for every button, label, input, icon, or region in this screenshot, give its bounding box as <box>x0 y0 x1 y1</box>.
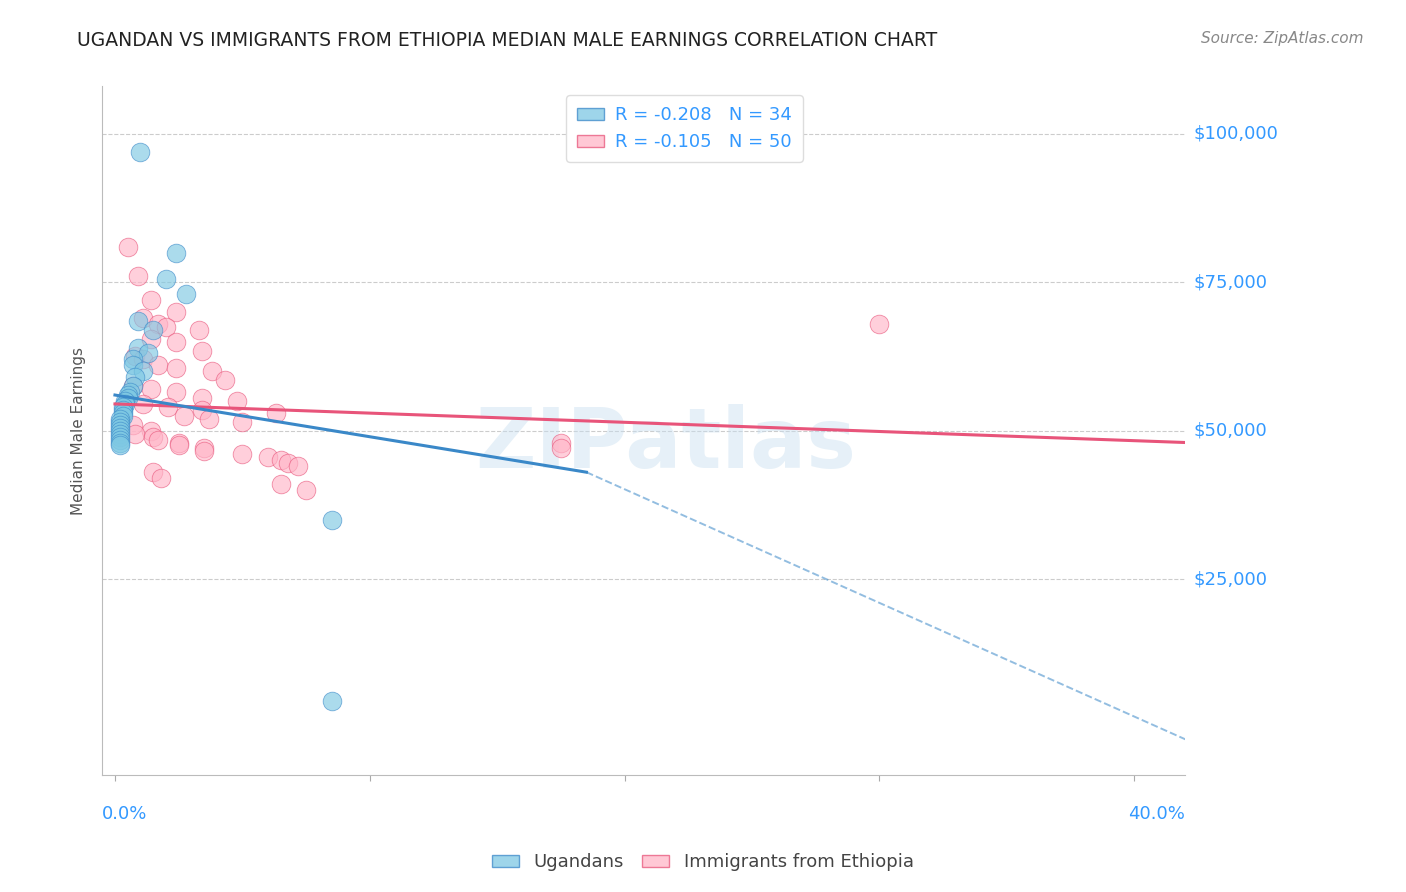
Point <box>124 426 146 441</box>
Point <box>108 435 131 450</box>
Point <box>120 385 142 400</box>
Point <box>127 341 149 355</box>
Point <box>550 442 572 456</box>
Point <box>139 382 162 396</box>
Point <box>132 310 155 325</box>
Point <box>148 433 170 447</box>
Point <box>142 465 165 479</box>
Point <box>231 447 253 461</box>
Point <box>167 435 190 450</box>
Point <box>117 391 139 405</box>
Point <box>165 245 187 260</box>
Point <box>108 426 131 441</box>
Point <box>188 323 211 337</box>
Point <box>108 411 131 425</box>
Point <box>121 379 143 393</box>
Point <box>121 379 143 393</box>
Point <box>193 442 215 456</box>
Text: $50,000: $50,000 <box>1194 422 1267 440</box>
Point <box>142 323 165 337</box>
Point <box>148 317 170 331</box>
Text: ZIPatlas: ZIPatlas <box>475 404 856 485</box>
Point <box>139 293 162 307</box>
Point <box>121 417 143 432</box>
Text: $100,000: $100,000 <box>1194 125 1278 143</box>
Point <box>190 402 212 417</box>
Point <box>869 317 891 331</box>
Point <box>321 513 343 527</box>
Point <box>132 352 155 367</box>
Point <box>136 346 159 360</box>
Point <box>157 400 180 414</box>
Point <box>108 438 131 452</box>
Point <box>264 406 287 420</box>
Point <box>124 350 146 364</box>
Point <box>132 364 155 378</box>
Point <box>114 397 136 411</box>
Point <box>124 370 146 384</box>
Point <box>231 415 253 429</box>
Point <box>155 319 177 334</box>
Point <box>165 361 187 376</box>
Point <box>321 694 343 708</box>
Point <box>108 424 131 438</box>
Point <box>142 429 165 443</box>
Point <box>270 453 292 467</box>
Text: 40.0%: 40.0% <box>1129 805 1185 823</box>
Text: UGANDAN VS IMMIGRANTS FROM ETHIOPIA MEDIAN MALE EARNINGS CORRELATION CHART: UGANDAN VS IMMIGRANTS FROM ETHIOPIA MEDI… <box>77 31 938 50</box>
Point <box>117 239 139 253</box>
Point <box>193 444 215 458</box>
Point <box>121 352 143 367</box>
Point <box>149 471 172 485</box>
Point <box>226 394 249 409</box>
Point <box>148 359 170 373</box>
Point <box>132 397 155 411</box>
Point <box>129 145 152 159</box>
Point <box>165 385 187 400</box>
Point <box>108 433 131 447</box>
Point <box>108 429 131 443</box>
Point <box>111 400 134 414</box>
Point <box>295 483 318 497</box>
Point <box>155 272 177 286</box>
Point <box>121 359 143 373</box>
Point <box>114 394 136 409</box>
Point <box>287 459 309 474</box>
Point <box>270 477 292 491</box>
Point <box>165 334 187 349</box>
Point <box>167 438 190 452</box>
Point <box>257 450 280 465</box>
Y-axis label: Median Male Earnings: Median Male Earnings <box>72 347 86 515</box>
Point <box>108 415 131 429</box>
Point <box>127 314 149 328</box>
Point <box>127 269 149 284</box>
Point <box>111 402 134 417</box>
Point <box>214 373 236 387</box>
Point <box>111 409 134 423</box>
Point <box>176 287 198 301</box>
Text: $75,000: $75,000 <box>1194 273 1268 292</box>
Point <box>108 420 131 434</box>
Point <box>117 388 139 402</box>
Point <box>111 406 134 420</box>
Point <box>198 411 221 425</box>
Text: $25,000: $25,000 <box>1194 570 1268 588</box>
Point <box>173 409 195 423</box>
Point <box>165 305 187 319</box>
Point <box>108 417 131 432</box>
Point <box>277 456 299 470</box>
Legend: Ugandans, Immigrants from Ethiopia: Ugandans, Immigrants from Ethiopia <box>485 847 921 879</box>
Point <box>550 435 572 450</box>
Point <box>139 424 162 438</box>
Text: 0.0%: 0.0% <box>103 805 148 823</box>
Text: Source: ZipAtlas.com: Source: ZipAtlas.com <box>1201 31 1364 46</box>
Legend: R = -0.208   N = 34, R = -0.105   N = 50: R = -0.208 N = 34, R = -0.105 N = 50 <box>567 95 803 162</box>
Point <box>190 343 212 358</box>
Point <box>201 364 224 378</box>
Point <box>190 391 212 405</box>
Point <box>139 332 162 346</box>
